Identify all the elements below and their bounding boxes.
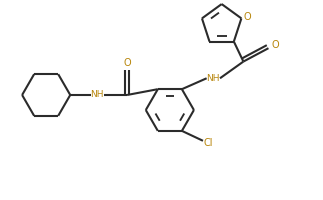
Text: Cl: Cl xyxy=(203,138,213,148)
Text: O: O xyxy=(271,40,279,50)
Text: O: O xyxy=(123,58,131,68)
Text: NH: NH xyxy=(207,74,220,83)
Text: O: O xyxy=(244,12,251,22)
Text: NH: NH xyxy=(90,90,104,99)
